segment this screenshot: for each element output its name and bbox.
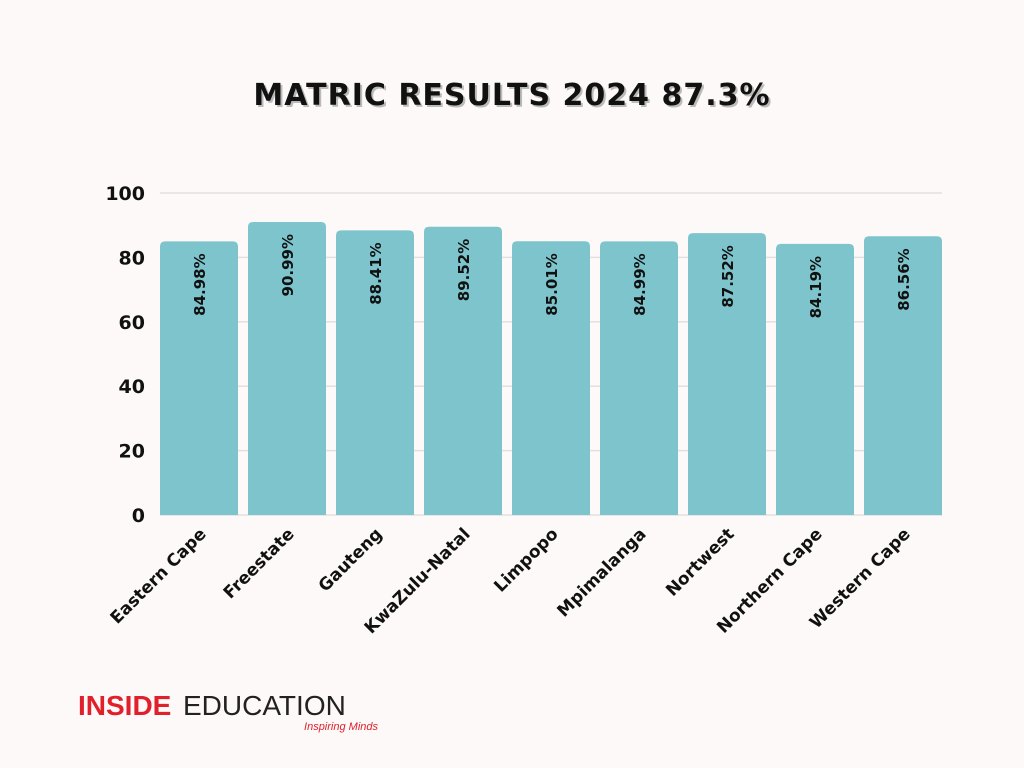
bar bbox=[688, 233, 766, 515]
logo-inside: INSIDE bbox=[78, 690, 172, 721]
data-label: 90.99% bbox=[279, 234, 297, 296]
x-tick-label: Eastern Cape bbox=[107, 524, 211, 628]
data-label: 85.01% bbox=[543, 253, 561, 315]
x-tick-label: Limpopo bbox=[490, 524, 562, 596]
y-tick-label: 60 bbox=[119, 312, 145, 334]
y-tick-label: 100 bbox=[105, 183, 145, 205]
inside-education-logo: INSIDE EDUCATION Inspiring Minds bbox=[78, 690, 378, 734]
data-label: 84.19% bbox=[807, 256, 825, 318]
bar bbox=[424, 226, 502, 515]
data-label: 88.41% bbox=[367, 242, 385, 304]
bar bbox=[336, 230, 414, 515]
bar bbox=[248, 222, 326, 515]
data-label: 87.52% bbox=[719, 245, 737, 307]
data-label: 84.98% bbox=[191, 253, 209, 315]
y-tick-label: 0 bbox=[132, 505, 145, 527]
bar bbox=[160, 241, 238, 516]
logo-tagline: Inspiring Minds bbox=[304, 721, 378, 733]
bar bbox=[512, 241, 590, 515]
chart-title: MATRIC RESULTS 2024 87.3% bbox=[253, 78, 771, 113]
x-tick-label: Freestate bbox=[220, 524, 299, 603]
bar bbox=[864, 236, 942, 515]
x-tick-label: Mpimalanga bbox=[554, 524, 651, 621]
data-label: 84.99% bbox=[631, 253, 649, 315]
y-tick-label: 20 bbox=[119, 441, 145, 463]
bar bbox=[776, 243, 854, 515]
bar bbox=[600, 241, 678, 515]
x-tick-label: Nortwest bbox=[662, 524, 738, 600]
data-label: 89.52% bbox=[455, 239, 473, 301]
x-tick-label: Gauteng bbox=[315, 524, 387, 596]
y-tick-label: 80 bbox=[119, 247, 145, 269]
y-tick-label: 40 bbox=[119, 376, 145, 398]
logo-education: EDUCATION bbox=[183, 690, 346, 721]
data-label: 86.56% bbox=[895, 248, 913, 310]
